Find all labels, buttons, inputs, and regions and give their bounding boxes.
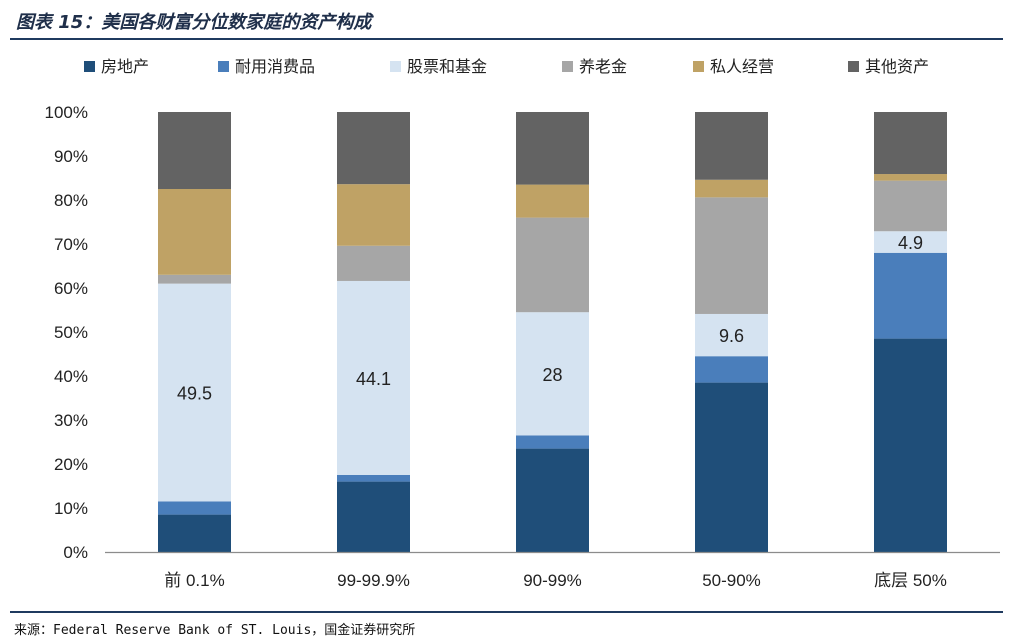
data-label: 9.6 — [719, 326, 744, 346]
x-tick-label: 99-99.9% — [337, 571, 410, 590]
x-tick-label: 90-99% — [523, 571, 582, 590]
x-tick-label: 底层 50% — [874, 571, 947, 590]
legend-swatch-1 — [218, 61, 229, 72]
legend-label-3: 养老金 — [579, 57, 627, 76]
y-tick-label: 80% — [54, 191, 88, 210]
bar-segment-5-0 — [158, 112, 231, 189]
bar-segment-1-1 — [337, 475, 410, 482]
x-axis: 前 0.1% 99-99.9% 90-99% 50-90% 底层 50% — [105, 551, 1000, 590]
legend-label-4: 私人经营 — [710, 57, 774, 76]
bar-segment-4-4 — [874, 174, 947, 181]
y-tick-label: 90% — [54, 147, 88, 166]
y-tick-label: 0% — [63, 543, 88, 562]
x-tick-label: 50-90% — [702, 571, 761, 590]
bar-segment-0-1 — [337, 481, 410, 552]
bar-segment-4-2 — [516, 184, 589, 218]
bar-segment-3-2 — [516, 217, 589, 313]
legend-label-1: 耐用消费品 — [235, 57, 315, 76]
data-labels: 49.5 44.1 28 9.6 4.9 — [177, 233, 923, 403]
bar-segment-0-4 — [874, 338, 947, 552]
bar-segment-2-4 — [874, 231, 947, 253]
legend-label-0: 房地产 — [101, 57, 149, 76]
source-divider — [10, 611, 1003, 613]
y-tick-label: 10% — [54, 499, 88, 518]
bar-segment-5-3 — [695, 112, 768, 180]
bar-segment-0-0 — [158, 514, 231, 552]
legend-label-5: 其他资产 — [865, 57, 929, 76]
legend-swatch-5 — [848, 61, 859, 72]
bar-segment-2-2 — [516, 312, 589, 436]
bar-segment-2-3 — [695, 313, 768, 357]
bar-segment-1-2 — [516, 435, 589, 449]
bar-segment-4-3 — [695, 179, 768, 198]
data-label: 49.5 — [177, 384, 212, 404]
bar-segment-1-3 — [695, 356, 768, 383]
bars — [158, 112, 947, 552]
bar-segment-0-3 — [695, 382, 768, 552]
figure-title: 图表 15：美国各财富分位数家庭的资产构成 — [16, 12, 372, 33]
legend-swatch-0 — [84, 61, 95, 72]
legend-label-2: 股票和基金 — [407, 57, 487, 76]
y-axis: 0% 10% 20% 30% 40% 50% 60% 70% 80% 90% 100% — [45, 103, 88, 562]
y-tick-label: 50% — [54, 323, 88, 342]
bar-segment-5-1 — [337, 112, 410, 185]
legend: 房地产 耐用消费品 股票和基金 养老金 私人经营 其他资产 — [84, 57, 929, 76]
y-tick-label: 40% — [54, 367, 88, 386]
y-tick-label: 20% — [54, 455, 88, 474]
bar-segment-4-1 — [337, 184, 410, 246]
data-label: 44.1 — [356, 369, 391, 389]
bar-segment-4-0 — [158, 189, 231, 275]
data-label: 28 — [542, 365, 562, 385]
bar-segment-2-0 — [158, 283, 231, 502]
source-note: 来源：Federal Reserve Bank of ST. Louis，国金证… — [14, 623, 416, 638]
y-tick-label: 30% — [54, 411, 88, 430]
legend-swatch-2 — [390, 61, 401, 72]
bar-segment-3-0 — [158, 274, 231, 284]
bar-segment-1-4 — [874, 252, 947, 339]
legend-swatch-4 — [693, 61, 704, 72]
bar-segment-1-0 — [158, 501, 231, 515]
bar-segment-0-2 — [516, 448, 589, 552]
bar-segment-3-4 — [874, 180, 947, 232]
data-label: 4.9 — [898, 233, 923, 253]
legend-swatch-3 — [562, 61, 573, 72]
bar-segment-3-1 — [337, 245, 410, 281]
x-tick-label: 前 0.1% — [164, 571, 224, 590]
bar-segment-5-2 — [516, 112, 589, 185]
bar-segment-5-4 — [874, 112, 947, 175]
bar-segment-3-3 — [695, 197, 768, 314]
title-divider — [10, 38, 1003, 40]
bar-segment-2-1 — [337, 280, 410, 475]
y-tick-label: 100% — [45, 103, 88, 122]
y-tick-label: 70% — [54, 235, 88, 254]
y-tick-label: 60% — [54, 279, 88, 298]
